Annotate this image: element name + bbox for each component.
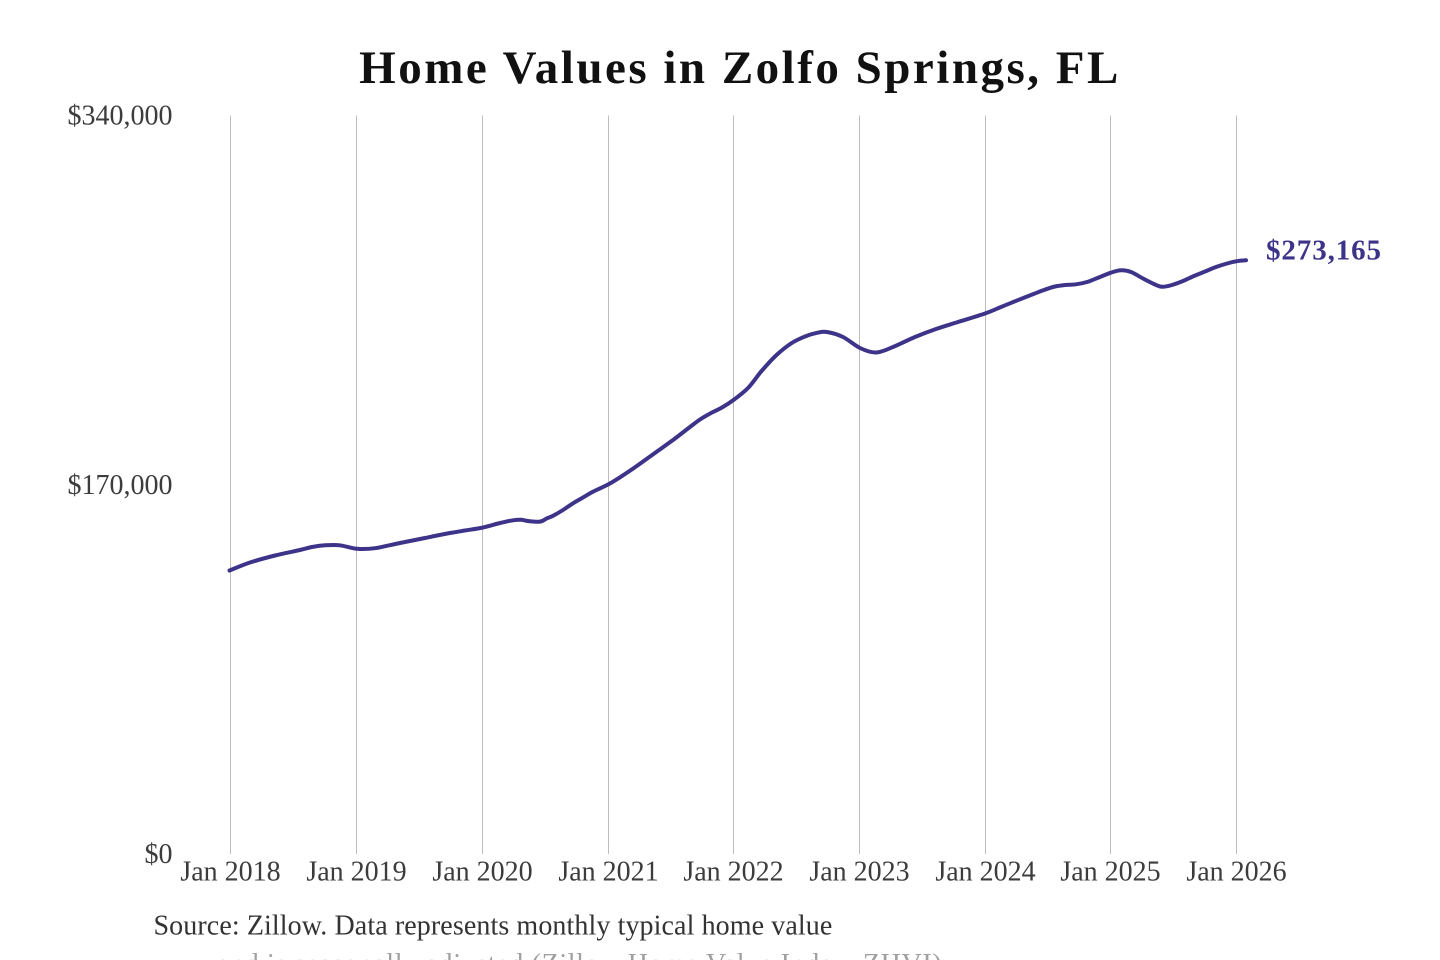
svg-text:Home Values in Zolfo Springs,: Home Values in Zolfo Springs, FL xyxy=(359,42,1121,94)
svg-text:Source: Zillow. Data represent: Source: Zillow. Data represents monthly … xyxy=(154,911,833,942)
svg-text:Jan 2020: Jan 2020 xyxy=(432,856,532,887)
svg-text:Jan 2023: Jan 2023 xyxy=(809,856,909,887)
svg-text:Jan 2026: Jan 2026 xyxy=(1186,856,1286,887)
svg-text:Jan 2025: Jan 2025 xyxy=(1060,856,1160,887)
svg-text:Jan 2024: Jan 2024 xyxy=(935,856,1035,887)
svg-text:Jan 2022: Jan 2022 xyxy=(683,856,783,887)
svg-text:Jan 2019: Jan 2019 xyxy=(306,856,406,887)
svg-text:Jan 2021: Jan 2021 xyxy=(558,856,658,887)
svg-text:$273,165: $273,165 xyxy=(1266,235,1382,267)
svg-text:$340,000: $340,000 xyxy=(68,101,173,132)
svg-text:Jan 2018: Jan 2018 xyxy=(180,856,280,887)
svg-text:$0: $0 xyxy=(145,839,173,870)
svg-text:$170,000: $170,000 xyxy=(68,470,173,501)
svg-text:and is seasonally adjusted (Zi: and is seasonally adjusted (Zillow Home … xyxy=(217,949,942,960)
